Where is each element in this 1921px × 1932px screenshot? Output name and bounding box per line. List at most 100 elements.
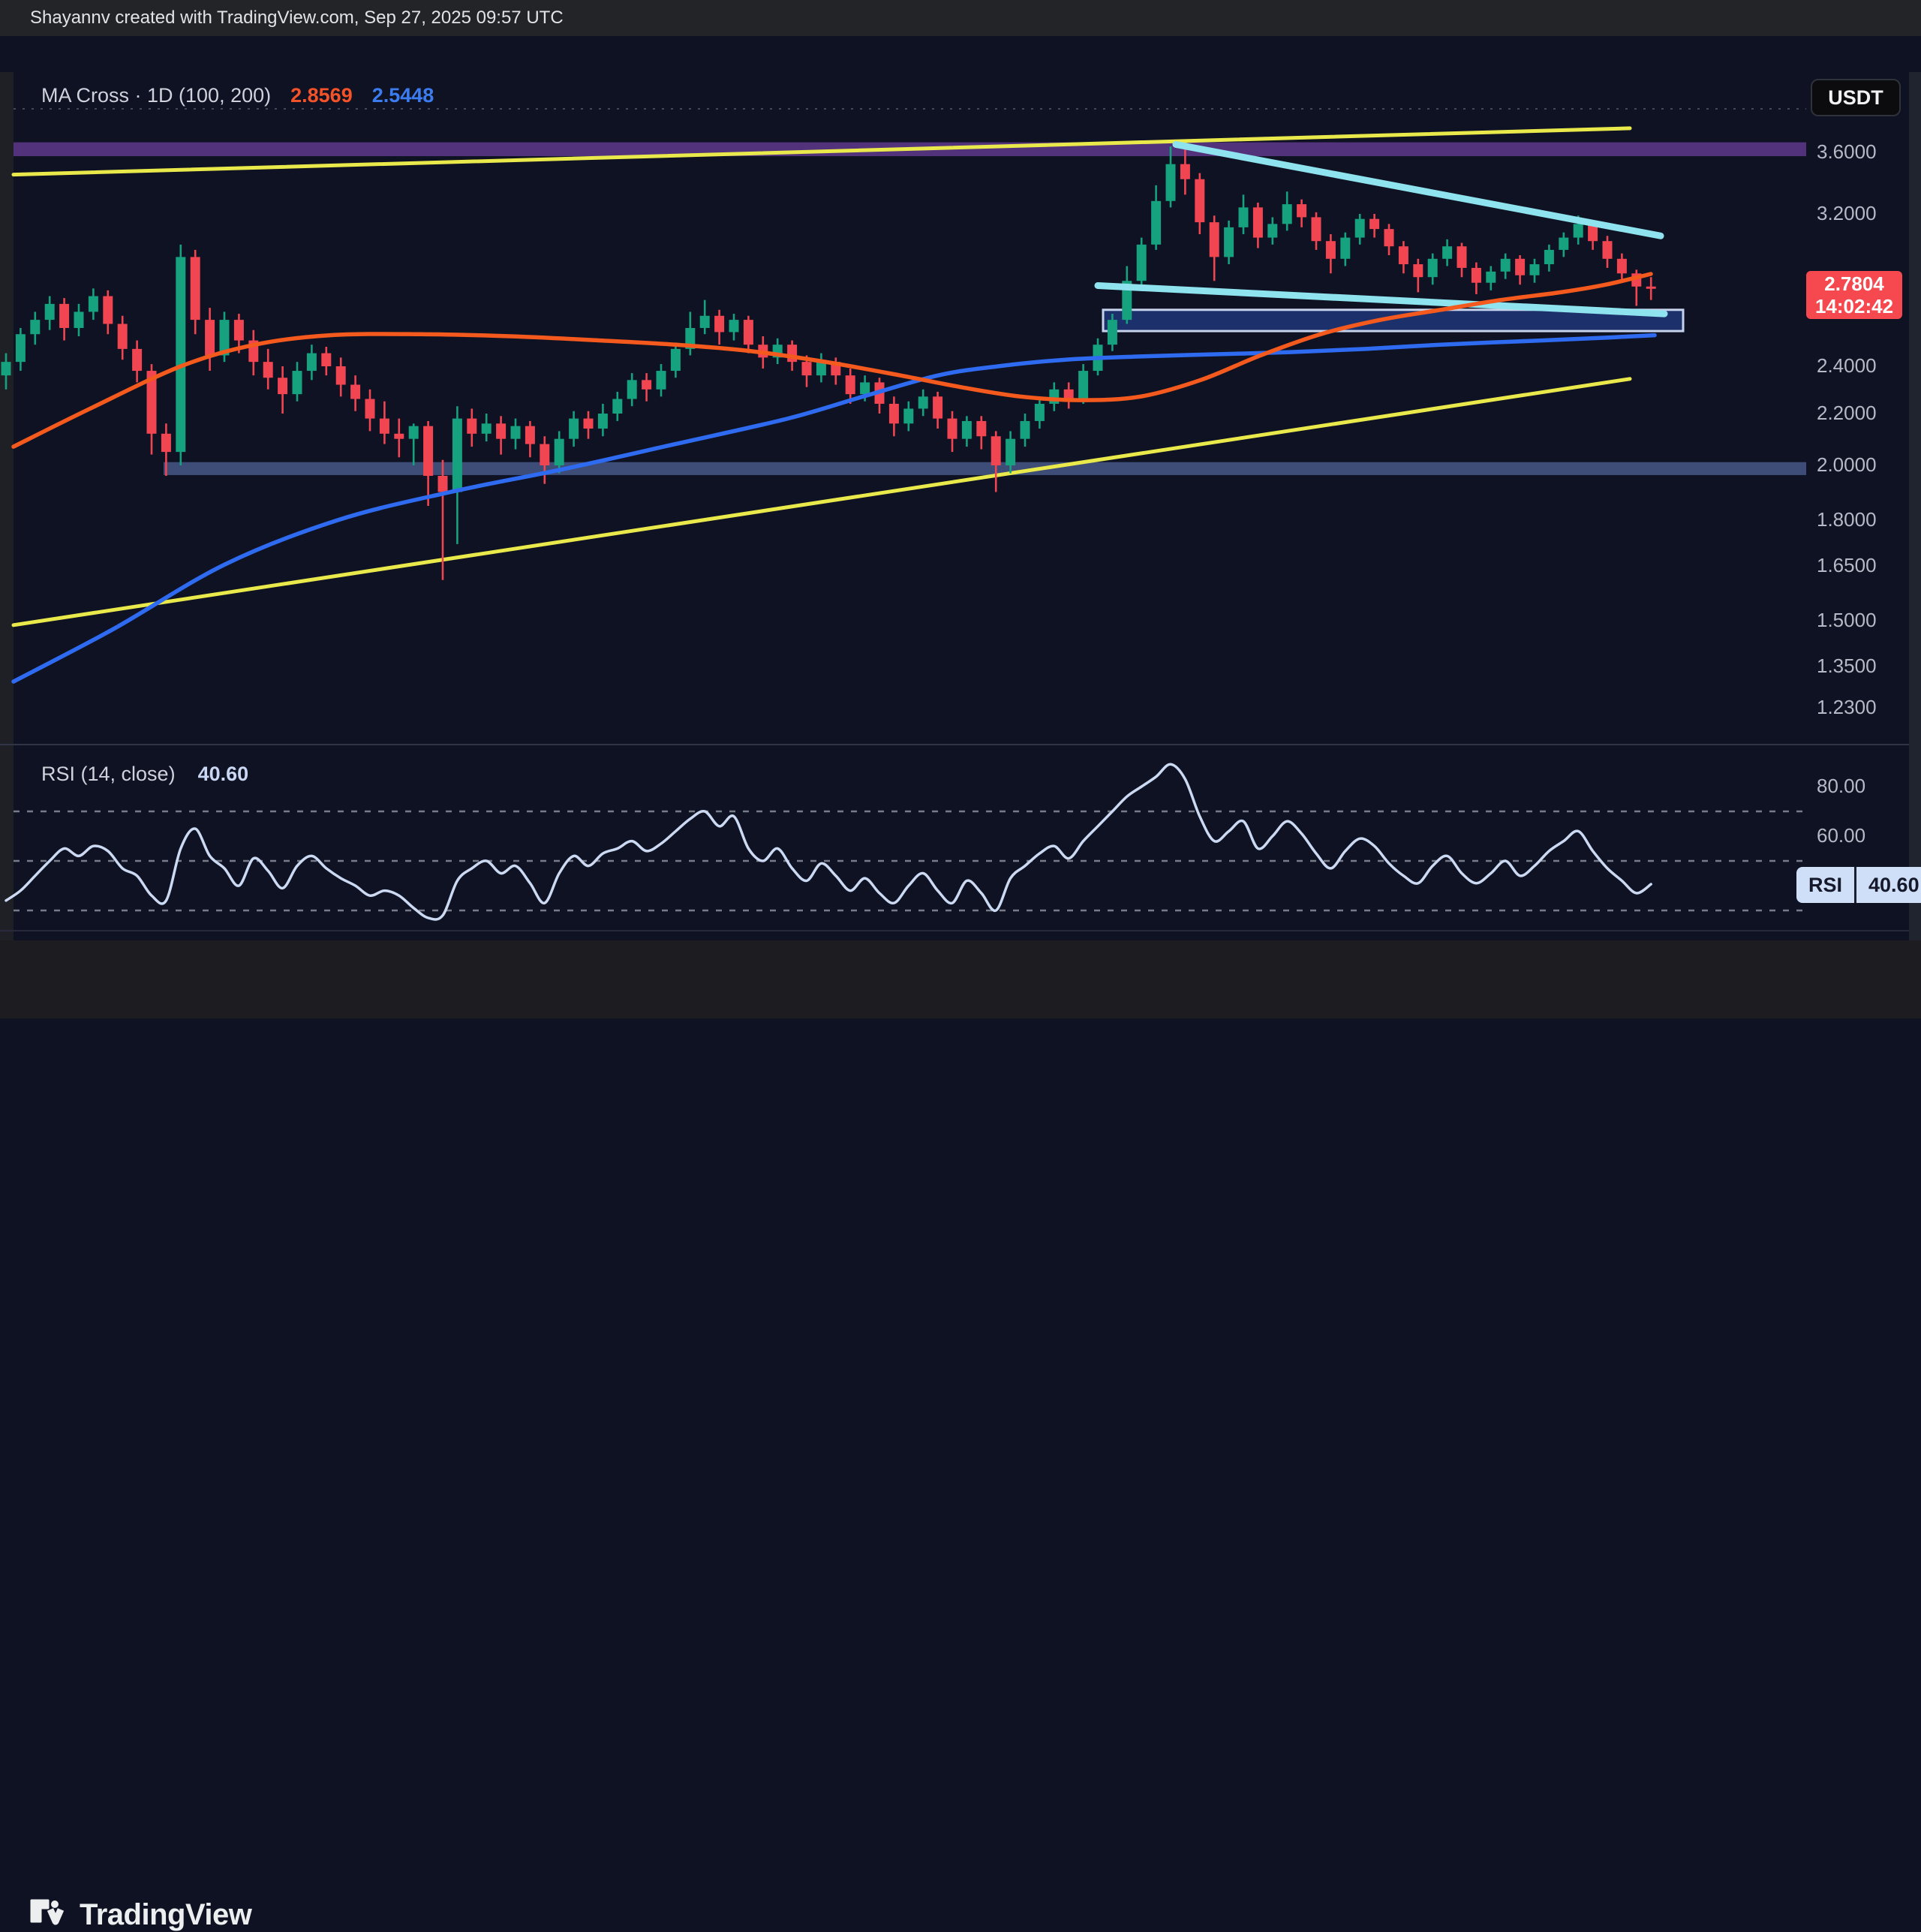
candle-body <box>1340 237 1351 259</box>
candle-body <box>365 399 375 419</box>
price-tick-1.2300: 1.2300 <box>1817 696 1877 718</box>
candle-body <box>554 438 564 465</box>
candle-body <box>117 324 128 349</box>
ma-200-line[interactable] <box>11 333 1657 684</box>
candle-body <box>394 433 404 439</box>
candle-body <box>1427 258 1438 278</box>
candle-body <box>1297 204 1307 218</box>
candle-body <box>190 257 200 320</box>
triangle-upper[interactable] <box>1172 140 1664 239</box>
price-tick-2.2000: 2.2000 <box>1817 402 1877 424</box>
candle-body <box>1471 267 1481 283</box>
candle-body <box>1602 241 1613 259</box>
ma-cross-title: MA Cross · 1D (100, 200) <box>41 84 272 107</box>
candle-body <box>540 444 550 465</box>
tradingview-logo-icon <box>30 1899 65 1924</box>
candle-body <box>161 433 171 453</box>
candle-body <box>525 426 535 444</box>
rsi-legend-value: 40.60 <box>197 763 249 785</box>
candle-body <box>379 418 389 434</box>
candle-body <box>1616 258 1627 274</box>
candle-body <box>656 371 666 390</box>
price-tick-1.8000: 1.8000 <box>1817 508 1877 531</box>
candle-body <box>918 396 928 409</box>
candle-body <box>845 375 855 395</box>
candle-body <box>1529 264 1540 275</box>
demand-box[interactable] <box>1102 308 1685 333</box>
candle-body <box>44 303 55 320</box>
candle-body <box>583 418 594 429</box>
last-price-badge: 2.7804 14:02:42 <box>1806 271 1902 319</box>
candle-body <box>1049 389 1060 404</box>
channel-upper[interactable] <box>11 126 1632 177</box>
candle-body <box>1311 217 1321 242</box>
candle-body <box>1006 438 1016 465</box>
candle-body <box>642 380 652 390</box>
candle-body <box>335 366 346 385</box>
candle-body <box>860 382 870 395</box>
candle-body <box>146 371 157 434</box>
candle-body <box>627 380 637 399</box>
indicator-legend-rsi[interactable]: RSI (14, close) 40.60 <box>41 763 248 786</box>
rsi-badge-divider <box>1854 867 1857 903</box>
attribution-text: Shayannv created with TradingView.com, S… <box>30 8 564 28</box>
currency-toggle-button[interactable]: USDT <box>1811 79 1901 116</box>
triangle-lower[interactable] <box>1094 281 1668 317</box>
candle-body <box>205 320 215 356</box>
candle-body <box>423 426 434 476</box>
chart-canvas[interactable] <box>0 36 1921 1055</box>
channel-lower[interactable] <box>11 377 1632 627</box>
candle-body <box>1063 389 1074 399</box>
candle-body <box>1354 218 1365 238</box>
candle-body <box>1034 403 1045 421</box>
rsi-badge-label: RSI <box>1808 873 1843 896</box>
price-tick-1.3500: 1.3500 <box>1817 655 1877 677</box>
price-tick-1.6500: 1.6500 <box>1817 554 1877 576</box>
candle-body <box>991 436 1001 465</box>
support-zone[interactable] <box>164 462 1806 475</box>
candle-body <box>1515 258 1526 275</box>
rsi-line <box>5 763 1652 921</box>
rsi-badge-value: 40.60 <box>1868 873 1919 896</box>
candle-body <box>1413 264 1423 278</box>
candle-body <box>1486 271 1496 283</box>
tradingview-logo[interactable]: TradingView <box>30 1898 252 1932</box>
candle-body <box>74 311 84 328</box>
bottom-toolbar: TradingView <box>0 940 1921 1931</box>
candle-body <box>132 348 143 372</box>
candle-body <box>787 345 798 363</box>
rsi-title: RSI (14, close) <box>41 763 176 785</box>
tradingview-wordmark: TradingView <box>80 1898 252 1931</box>
candle-body <box>1136 244 1147 281</box>
candle-body <box>292 371 302 395</box>
chart-widget[interactable]: MA Cross · 1D (100, 200) 2.8569 2.5448 R… <box>0 36 1921 977</box>
ma100-value: 2.8569 <box>290 84 353 107</box>
candle-body <box>15 334 26 363</box>
candle-body <box>961 420 972 439</box>
price-tick-3.6000: 3.6000 <box>1817 140 1877 163</box>
candle-body <box>1195 179 1205 223</box>
candle-body <box>350 384 361 399</box>
candle-body <box>437 475 448 492</box>
candle-body <box>1369 218 1380 230</box>
candle-body <box>103 296 113 324</box>
candle-body <box>743 320 753 345</box>
price-tick-3.2000: 3.2000 <box>1817 202 1877 224</box>
candle-body <box>888 403 899 424</box>
indicator-legend-ma-cross[interactable]: MA Cross · 1D (100, 200) 2.8569 2.5448 <box>41 84 434 107</box>
candle-body <box>481 423 492 434</box>
candle-body <box>801 362 812 376</box>
ma-100-line[interactable] <box>11 272 1653 449</box>
candle-body <box>1325 241 1336 259</box>
candle-body <box>263 362 273 378</box>
ma200-value: 2.5448 <box>371 84 434 107</box>
candle-body <box>816 362 826 376</box>
candle-body <box>1180 164 1190 179</box>
candle-body <box>729 320 739 333</box>
candle-body <box>947 418 957 439</box>
candle-body <box>1 362 11 376</box>
candle-body <box>670 348 681 372</box>
candle-body <box>1020 420 1030 439</box>
candle-body <box>1238 207 1249 227</box>
candle-body <box>467 418 477 434</box>
